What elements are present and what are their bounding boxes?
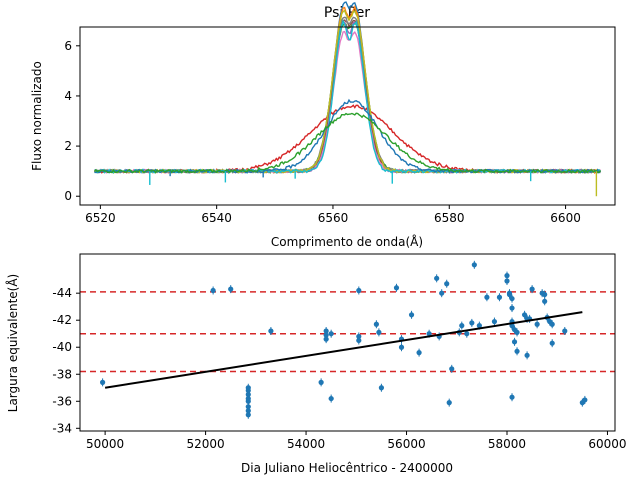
ew-y-tick-label: -40 — [52, 340, 72, 354]
spectra-x-tick-label: 6600 — [550, 211, 581, 225]
data-point — [496, 294, 503, 300]
ew-y-tick-label: -36 — [52, 394, 72, 408]
data-point — [542, 298, 548, 304]
data-point — [514, 348, 520, 354]
data-point — [509, 394, 515, 400]
spectra-x-ticks: 6520 6540 6560 6580 6600 — [85, 205, 581, 225]
data-point — [373, 321, 379, 327]
data-point — [464, 331, 470, 337]
data-point — [426, 331, 432, 337]
data-point — [328, 395, 334, 402]
data-point — [506, 291, 513, 298]
data-point — [268, 328, 274, 334]
data-point — [398, 344, 405, 350]
data-point — [245, 398, 251, 404]
data-point — [210, 287, 216, 294]
data-point — [245, 387, 251, 394]
ew-y-tick-label: -34 — [52, 421, 72, 435]
ew-x-ticks: 50000 52000 54000 56000 58000 60000 — [86, 431, 627, 451]
data-point — [356, 337, 362, 344]
ew-x-tick-label: 52000 — [186, 437, 224, 451]
data-point — [524, 352, 530, 358]
data-point — [228, 286, 234, 292]
data-point — [476, 323, 482, 329]
data-point — [509, 305, 515, 311]
data-point — [444, 281, 450, 287]
data-point — [504, 278, 510, 284]
spectrum-line — [94, 112, 602, 174]
data-point — [100, 379, 106, 385]
data-point — [318, 379, 324, 385]
spectra-y-ticks: 0 2 4 6 — [64, 39, 80, 203]
data-point — [509, 295, 515, 302]
ew-y-axis-label: Largura equivalente(Å) — [5, 274, 20, 412]
data-point — [323, 336, 329, 342]
data-point — [529, 286, 535, 292]
data-point — [376, 329, 382, 335]
ew-x-tick-label: 58000 — [488, 437, 526, 451]
data-point — [491, 318, 498, 325]
data-point — [449, 366, 455, 372]
ew-x-tick-label: 54000 — [287, 437, 325, 451]
data-point — [434, 275, 440, 281]
ew-y-ticks: -34 -36 -38 -40 -42 -44 — [52, 286, 80, 435]
data-point — [504, 273, 510, 279]
reference-dashed-lines — [80, 291, 615, 373]
ew-y-tick-label: -44 — [52, 286, 72, 300]
data-point — [245, 404, 251, 410]
spectra-x-tick-label: 6540 — [201, 211, 232, 225]
data-point — [323, 332, 329, 338]
data-point — [511, 339, 518, 345]
data-point — [408, 312, 415, 318]
equivalent-width-points — [100, 260, 588, 419]
ew-x-axis-label: Dia Juliano Heliocêntrico - 2400000 — [241, 461, 453, 475]
data-point — [356, 333, 362, 340]
data-point — [356, 287, 362, 294]
spectra-x-tick-label: 6580 — [434, 211, 465, 225]
data-point — [471, 262, 477, 268]
ew-y-tick-label: -42 — [52, 313, 72, 327]
spectra-axes-frame — [79, 26, 616, 206]
data-point — [484, 294, 490, 300]
data-point — [514, 329, 520, 335]
spectra-x-axis-label: Comprimento de onda(Å) — [271, 234, 423, 249]
spectra-y-tick-label: 4 — [64, 89, 72, 103]
data-point — [378, 385, 385, 391]
spectra-y-tick-label: 0 — [64, 189, 72, 203]
equivalent-width-plot: 50000 52000 54000 56000 58000 60000 -34 -36 -38… — [5, 253, 627, 475]
data-point — [542, 291, 548, 298]
spectra-y-tick-label: 6 — [64, 39, 72, 53]
data-point — [245, 391, 251, 398]
spectra-y-tick-label: 2 — [64, 139, 72, 153]
data-point — [245, 412, 251, 418]
ew-x-tick-label: 56000 — [387, 437, 425, 451]
data-point — [393, 285, 400, 291]
data-point — [562, 328, 568, 334]
ew-x-tick-label: 50000 — [86, 437, 124, 451]
data-point — [549, 340, 555, 346]
ew-axes-frame — [79, 253, 616, 432]
trend-fit-line — [104, 311, 583, 389]
data-point — [459, 323, 465, 329]
spectra-x-tick-label: 6520 — [85, 211, 116, 225]
data-point — [446, 400, 452, 406]
data-point — [323, 328, 329, 334]
data-point — [469, 320, 475, 326]
data-point — [521, 312, 528, 318]
spectra-y-axis-label: Fluxo normalizado — [30, 61, 44, 171]
data-point — [328, 331, 334, 337]
data-point — [245, 408, 251, 414]
data-point — [439, 290, 445, 296]
spectra-series — [93, 1, 602, 197]
ew-y-tick-label: -38 — [52, 367, 72, 381]
data-point — [582, 397, 588, 403]
data-point — [416, 350, 422, 356]
spectra-x-tick-label: 6560 — [318, 211, 349, 225]
data-point — [534, 321, 540, 327]
data-point — [549, 321, 555, 327]
ew-x-tick-label: 60000 — [588, 437, 626, 451]
